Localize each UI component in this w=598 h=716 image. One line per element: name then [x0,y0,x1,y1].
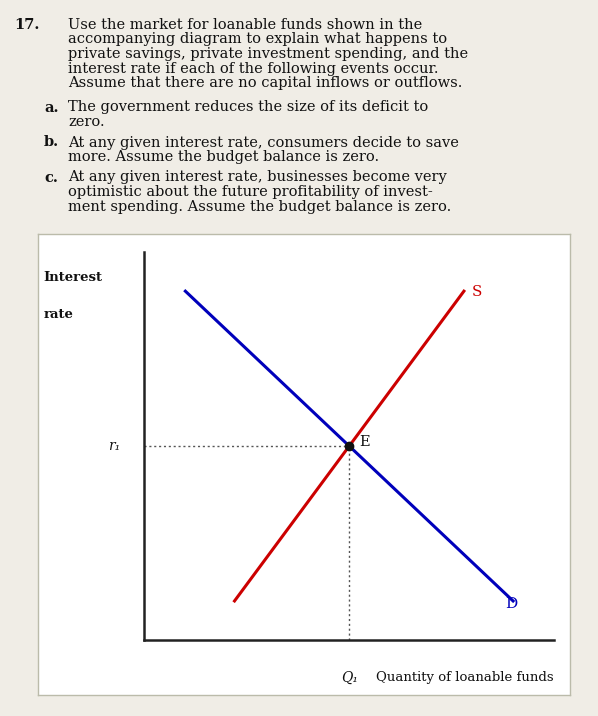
Text: Interest: Interest [43,271,102,284]
Text: rate: rate [43,308,73,321]
Text: S: S [472,285,483,299]
Text: At any given interest rate, consumers decide to save: At any given interest rate, consumers de… [68,135,459,150]
Text: zero.: zero. [68,115,105,129]
Text: private savings, private investment spending, and the: private savings, private investment spen… [68,47,468,61]
Text: accompanying diagram to explain what happens to: accompanying diagram to explain what hap… [68,32,447,47]
Text: 17.: 17. [14,18,39,32]
Text: Use the market for loanable funds shown in the: Use the market for loanable funds shown … [68,18,422,32]
Text: b.: b. [44,135,59,150]
Text: ment spending. Assume the budget balance is zero.: ment spending. Assume the budget balance… [68,200,451,213]
Text: Quantity of loanable funds: Quantity of loanable funds [376,671,554,684]
Text: a.: a. [44,100,59,115]
Text: E: E [359,435,370,449]
Text: optimistic about the future profitability of invest-: optimistic about the future profitabilit… [68,185,433,199]
Text: r₁: r₁ [108,439,120,453]
Text: more. Assume the budget balance is zero.: more. Assume the budget balance is zero. [68,150,379,164]
Text: At any given interest rate, businesses become very: At any given interest rate, businesses b… [68,170,447,185]
Text: The government reduces the size of its deficit to: The government reduces the size of its d… [68,100,428,115]
Text: Q₁: Q₁ [341,671,358,684]
Text: interest rate if each of the following events occur.: interest rate if each of the following e… [68,62,438,75]
Text: Assume that there are no capital inflows or outflows.: Assume that there are no capital inflows… [68,76,462,90]
Text: c.: c. [44,170,58,185]
Text: D: D [505,597,517,611]
